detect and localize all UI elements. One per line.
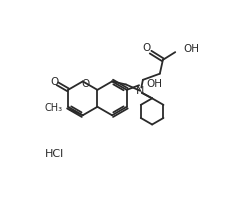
Text: O: O xyxy=(50,77,58,87)
Text: N: N xyxy=(136,86,144,96)
Text: OH: OH xyxy=(183,44,199,54)
Text: HCl: HCl xyxy=(45,149,64,159)
Text: O: O xyxy=(143,43,151,53)
Text: OH: OH xyxy=(147,79,163,89)
Text: CH₃: CH₃ xyxy=(45,103,63,113)
Text: O: O xyxy=(82,79,90,89)
